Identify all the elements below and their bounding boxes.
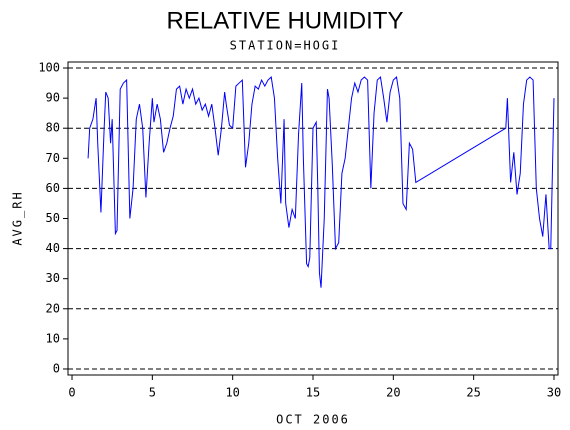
- plot-frame: [67, 61, 559, 376]
- y-tick-label: 40: [46, 241, 60, 255]
- x-tick-label: 30: [547, 386, 561, 400]
- y-tick-label: 50: [46, 211, 60, 225]
- y-tick-label: 90: [46, 91, 60, 105]
- y-tick-label: 0: [53, 361, 60, 375]
- x-tick-label: 5: [149, 386, 156, 400]
- y-tick-label: 30: [46, 271, 60, 285]
- y-tick-label: 80: [46, 121, 60, 135]
- x-tick-label: 25: [466, 386, 480, 400]
- y-axis-label: AVG_RH: [11, 190, 25, 245]
- chart-title: RELATIVE HUMIDITY: [167, 7, 404, 34]
- x-tick-label: 0: [68, 386, 75, 400]
- x-axis-label: OCT 2006: [276, 413, 350, 427]
- y-tick-label: 20: [46, 301, 60, 315]
- data-line: [87, 76, 555, 288]
- y-tick-label: 70: [46, 151, 60, 165]
- x-tick-label: 15: [306, 386, 320, 400]
- chart-subtitle: STATION=HOGI: [230, 39, 341, 53]
- y-tick-label: 60: [46, 181, 60, 195]
- y-tick-label: 100: [38, 61, 60, 75]
- x-tick-label: 10: [225, 386, 239, 400]
- x-tick-label: 20: [386, 386, 400, 400]
- y-tick-label: 10: [46, 331, 60, 345]
